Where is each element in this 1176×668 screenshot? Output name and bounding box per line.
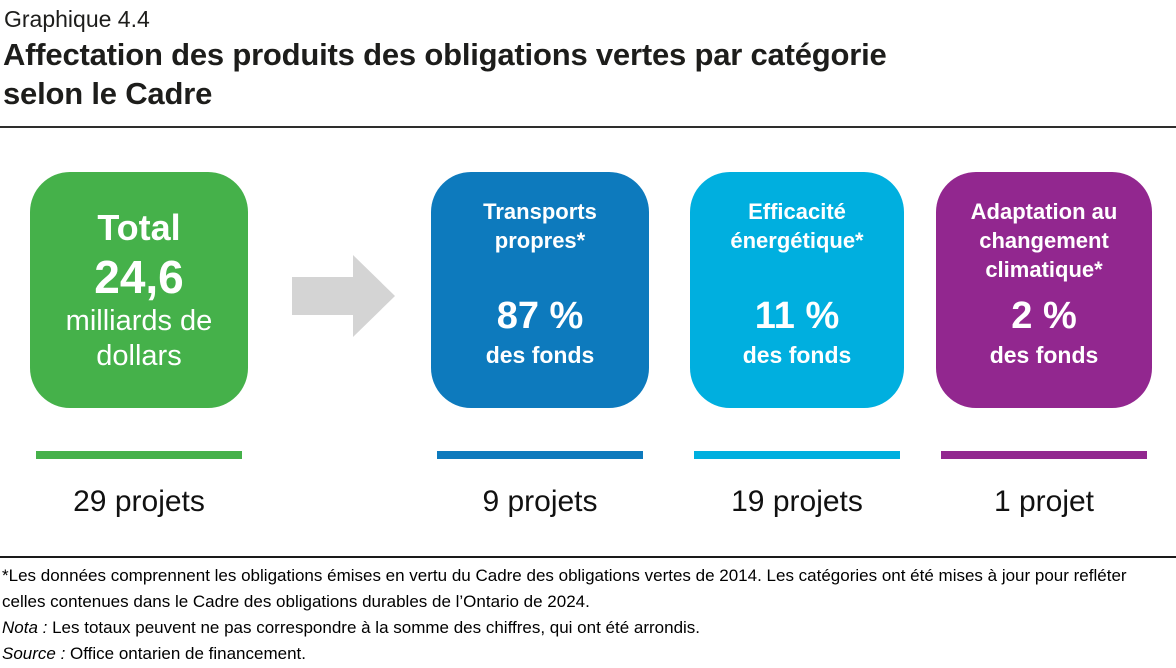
figure-title-line2: selon le Cadre <box>3 76 213 111</box>
title-divider <box>0 126 1176 128</box>
source-prefix: Source : <box>2 644 66 663</box>
right-arrow-head-icon <box>353 255 395 337</box>
footnote-line2: celles contenues dans le Cadre des oblig… <box>2 592 590 611</box>
category-box-efficacite: Efficacité énergétique* 11 % des fonds <box>690 172 904 408</box>
total-box: Total 24,6 milliards de dollars <box>30 172 248 408</box>
category-share-value: 87 % <box>496 295 584 337</box>
figure-title: Affectation des produits des obligations… <box>3 35 887 113</box>
footnote-nota: Nota : Les totaux peuvent ne pas corresp… <box>2 615 1174 641</box>
category-share-value: 2 % <box>1011 295 1077 337</box>
source-text: Office ontarien de financement. <box>65 644 306 663</box>
category-share-group: 2 % des fonds <box>948 294 1140 370</box>
category-share-group: 87 % des fonds <box>443 294 637 370</box>
footnote-source: Source : Office ontarien de financement. <box>2 641 1174 667</box>
category-share-caption: des fonds <box>989 342 1099 368</box>
total-underline-bar <box>36 451 242 459</box>
transports-underline-bar <box>437 451 643 459</box>
total-unit: milliards de dollars <box>65 305 213 372</box>
category-name: Transports propres* <box>483 199 597 253</box>
footnote-line1: *Les données comprennent les obligations… <box>2 566 1127 585</box>
category-name: Adaptation au changement climatique* <box>970 199 1118 282</box>
total-projects-label: 29 projets <box>73 485 205 518</box>
transports-projects-label: 9 projets <box>482 485 598 518</box>
figure-title-line1: Affectation des produits des obligations… <box>3 37 887 72</box>
category-box-transports: Transports propres* 87 % des fonds <box>431 172 649 408</box>
category-share-group: 11 % des fonds <box>702 294 892 370</box>
category-share-value: 11 % <box>754 295 840 337</box>
efficacite-projects-label: 19 projets <box>731 485 863 518</box>
category-share-caption: des fonds <box>742 342 852 368</box>
adaptation-projects-label: 1 projet <box>993 485 1095 518</box>
footnote-divider <box>0 556 1176 558</box>
nota-text: Les totaux peuvent ne pas correspondre à… <box>47 618 701 637</box>
total-label: Total <box>97 207 181 248</box>
nota-prefix: Nota : <box>2 618 48 637</box>
efficacite-underline-bar <box>694 451 900 459</box>
footnotes: *Les données comprennent les obligations… <box>2 563 1174 667</box>
category-share-caption: des fonds <box>485 342 595 368</box>
right-arrow-icon <box>292 277 353 315</box>
figure-number: Graphique 4.4 <box>4 6 150 32</box>
category-box-adaptation: Adaptation au changement climatique* 2 %… <box>936 172 1152 408</box>
adaptation-underline-bar <box>941 451 1147 459</box>
category-name: Efficacité énergétique* <box>730 199 864 253</box>
total-value: 24,6 <box>94 251 184 303</box>
